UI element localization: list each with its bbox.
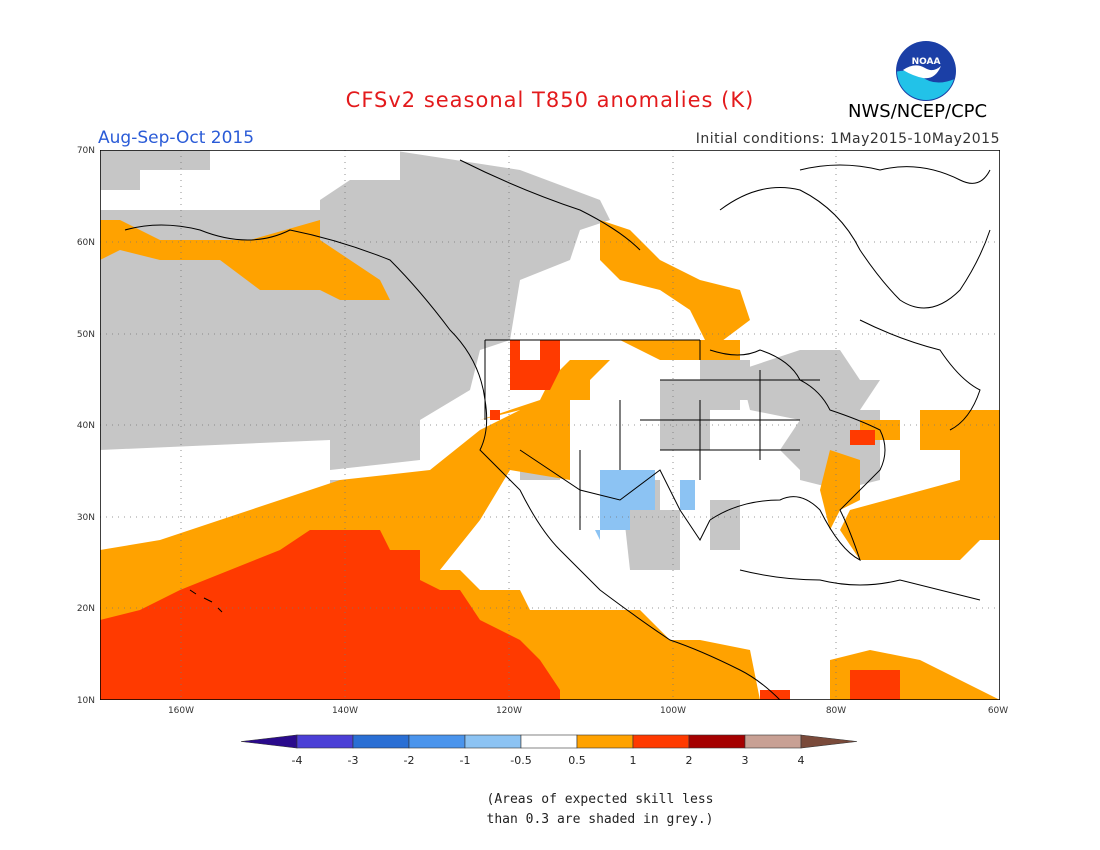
noaa-logo: NOAA bbox=[896, 41, 956, 101]
longitude-axis: 160W 140W 120W 100W 80W 60W bbox=[168, 706, 1008, 716]
lon-label: 160W bbox=[168, 706, 194, 716]
color-scale-labels: -4 -3 -2 -1 -0.5 0.5 1 2 3 4 bbox=[292, 754, 805, 767]
season-label: Aug-Sep-Oct 2015 bbox=[98, 128, 255, 148]
color-swatch bbox=[800, 734, 858, 749]
lat-label: 60N bbox=[77, 238, 95, 248]
lon-label: 140W bbox=[332, 706, 358, 716]
color-swatch bbox=[576, 734, 634, 749]
color-swatch bbox=[632, 734, 690, 749]
color-scale-label: -4 bbox=[292, 754, 303, 767]
anomaly-map bbox=[100, 150, 1000, 700]
color-scale-label: -3 bbox=[348, 754, 359, 767]
skill-note: (Areas of expected skill less than 0.3 a… bbox=[450, 790, 750, 830]
color-swatch bbox=[520, 734, 578, 749]
color-swatch bbox=[464, 734, 522, 749]
latitude-axis: 70N 60N 50N 40N 30N 20N 10N bbox=[77, 146, 95, 706]
map-title: CFSv2 seasonal T850 anomalies (K) bbox=[345, 88, 755, 112]
color-swatch bbox=[240, 734, 298, 749]
color-scale-label: 1 bbox=[630, 754, 637, 767]
lon-label: 120W bbox=[496, 706, 522, 716]
color-swatch bbox=[744, 734, 802, 749]
map-gridlines bbox=[100, 150, 1000, 700]
color-swatch bbox=[296, 734, 354, 749]
color-swatch bbox=[688, 734, 746, 749]
color-scale-label: 2 bbox=[686, 754, 693, 767]
skill-note-line-2: than 0.3 are shaded in grey.) bbox=[486, 812, 714, 827]
organization-label: NWS/NCEP/CPC bbox=[848, 101, 988, 122]
color-scale-label: 3 bbox=[742, 754, 749, 767]
initial-conditions-label: Initial conditions: 1May2015-10May2015 bbox=[695, 131, 1000, 147]
color-scale-label: 0.5 bbox=[568, 754, 586, 767]
skill-note-line-1: (Areas of expected skill less bbox=[486, 792, 714, 807]
color-scale-label: -2 bbox=[404, 754, 415, 767]
lat-label: 10N bbox=[77, 696, 95, 706]
color-swatches bbox=[240, 734, 858, 749]
color-scale-label: -1 bbox=[460, 754, 471, 767]
color-swatch bbox=[408, 734, 466, 749]
lat-label: 20N bbox=[77, 604, 95, 614]
color-scale-label: 4 bbox=[798, 754, 805, 767]
lat-label: 70N bbox=[77, 146, 95, 156]
color-scale-label: -0.5 bbox=[510, 754, 531, 767]
lon-label: 80W bbox=[826, 706, 846, 716]
anomaly-red-region bbox=[100, 340, 900, 700]
logo-text: NOAA bbox=[912, 57, 941, 67]
coastlines-and-borders bbox=[124, 159, 991, 700]
lat-label: 30N bbox=[77, 513, 95, 523]
lat-label: 50N bbox=[77, 330, 95, 340]
color-scale-bar: -4 -3 -2 -1 -0.5 0.5 1 2 3 4 bbox=[240, 734, 858, 767]
color-swatch bbox=[352, 734, 410, 749]
lon-label: 60W bbox=[988, 706, 1008, 716]
lat-label: 40N bbox=[77, 421, 95, 431]
lon-label: 100W bbox=[660, 706, 686, 716]
